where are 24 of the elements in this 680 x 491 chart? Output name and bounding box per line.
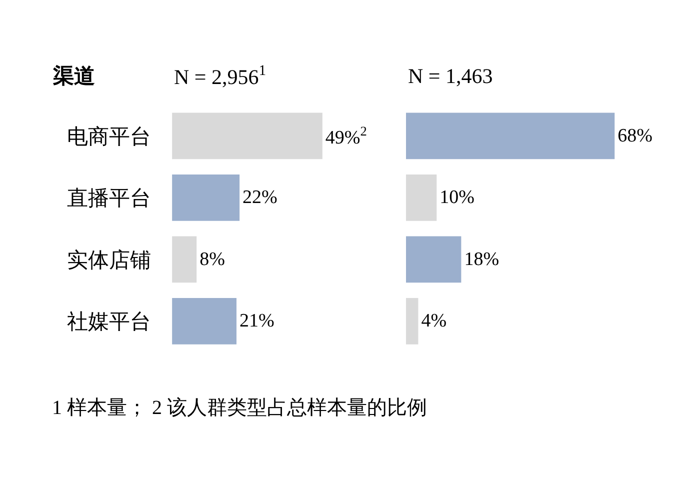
bar bbox=[406, 174, 437, 221]
data-label: 8% bbox=[200, 248, 226, 270]
chart-subtitle: N = 1,463 bbox=[408, 64, 493, 88]
chart-subtitle: N = 2,956$^{1}$ bbox=[174, 63, 266, 89]
bar bbox=[172, 112, 322, 160]
data-label: 21% bbox=[239, 310, 274, 332]
data-label: 10% bbox=[440, 187, 475, 208]
data-label: 49%$^{2}$ bbox=[325, 123, 367, 148]
y-tick-label: 直播平台 bbox=[67, 186, 152, 210]
y-tick-label: 电商平台 bbox=[67, 124, 152, 148]
data-label: 68% bbox=[618, 125, 653, 146]
y-tick-label: 社媒平台 bbox=[67, 310, 152, 334]
data-label: 4% bbox=[421, 310, 447, 332]
bar bbox=[406, 112, 615, 160]
y-tick-label: 实体店铺 bbox=[67, 248, 152, 272]
bar bbox=[172, 298, 236, 344]
bar bbox=[406, 236, 462, 283]
y-axis-title: 渠道 bbox=[52, 64, 95, 88]
data-label: 22% bbox=[242, 187, 278, 208]
bar bbox=[172, 236, 197, 283]
text: 1 样本量； 2 该人群类型占总样本量的比例 bbox=[52, 397, 427, 419]
data-label: 18% bbox=[464, 248, 500, 270]
bar bbox=[172, 174, 240, 221]
bar bbox=[406, 298, 418, 344]
